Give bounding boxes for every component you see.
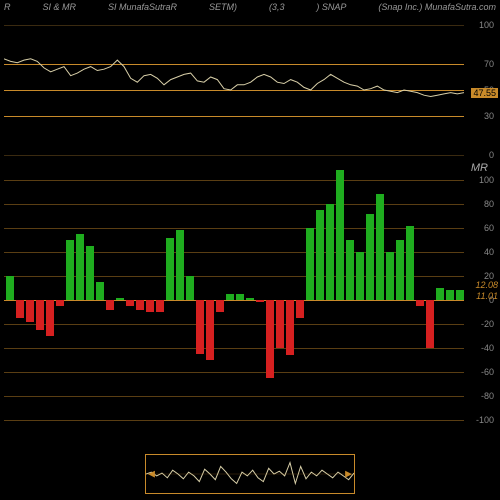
mr-bar [236, 294, 244, 300]
mr-bar [136, 300, 144, 310]
mr-bar [446, 290, 454, 300]
y-axis-label: -20 [481, 319, 494, 329]
mr-bar [316, 210, 324, 300]
mr-bar [276, 300, 284, 348]
mr-title: MR [471, 162, 488, 174]
mr-bar [66, 240, 74, 300]
mr-bar [116, 298, 124, 300]
hdr-center: (3,3 [269, 2, 285, 12]
y-axis-label: 40 [484, 247, 494, 257]
current-value-tag: 47.55 [471, 88, 498, 98]
mr-bar [286, 300, 294, 355]
mr-bar [46, 300, 54, 336]
mr-bar [406, 226, 414, 300]
mini-handle-left-icon[interactable]: ◀ [148, 469, 155, 480]
mr-bar [436, 288, 444, 300]
mr-bar [326, 204, 334, 300]
mr-bar [226, 294, 234, 300]
mr-bar [416, 300, 424, 306]
annot-value: 11.01 [476, 291, 498, 301]
gridline [4, 155, 464, 156]
y-axis-label: 0 [489, 150, 494, 160]
mr-bar [356, 252, 364, 300]
mr-bar [96, 282, 104, 300]
y-axis-label: -40 [481, 343, 494, 353]
y-axis-label: -100 [476, 415, 494, 425]
mr-bar [26, 300, 34, 322]
gridline [4, 228, 464, 229]
y-axis-label: -60 [481, 367, 494, 377]
mr-bar [176, 230, 184, 300]
mr-bar [126, 300, 134, 306]
mr-bar [266, 300, 274, 378]
hdr-r: R [4, 2, 11, 12]
mini-handle-right-icon[interactable]: ▶ [345, 469, 352, 480]
mr-bar [386, 252, 394, 300]
mr-bar [256, 300, 264, 302]
y-axis-label: 100 [479, 20, 494, 30]
gridline [4, 300, 464, 301]
mr-bar [336, 170, 344, 300]
mr-bar [376, 194, 384, 300]
mr-bar [156, 300, 164, 312]
mr-bar [16, 300, 24, 318]
y-axis-label: 100 [479, 175, 494, 185]
gridline [4, 348, 464, 349]
gridline [4, 420, 464, 421]
mr-bar [166, 238, 174, 300]
hdr-sutra: SI MunafaSutraR [108, 2, 177, 12]
mr-bar [396, 240, 404, 300]
y-axis-label: 80 [484, 199, 494, 209]
mr-bar [206, 300, 214, 360]
mr-bar [306, 228, 314, 300]
lower-mr-chart: MR-100-80-60-40-2002040608010012.0811.01 [4, 180, 464, 420]
mr-bar [186, 276, 194, 300]
hdr-symbol: ) SNAP [316, 2, 346, 12]
annot-value: 12.08 [475, 280, 498, 290]
hdr-setm: SETM) [209, 2, 237, 12]
mr-bar [456, 290, 464, 300]
mr-bar [196, 300, 204, 354]
mr-bar [296, 300, 304, 318]
y-axis-label: 30 [484, 111, 494, 121]
mr-bar [6, 276, 14, 300]
mr-bar [106, 300, 114, 310]
hdr-right: (Snap Inc.) MunafaSutra.com [378, 2, 496, 12]
mr-bar [86, 246, 94, 300]
header-bar: R SI & MR SI MunafaSutraR SETM) (3,3 ) S… [0, 0, 500, 14]
mr-bar [366, 214, 374, 300]
gridline [4, 372, 464, 373]
hdr-si-mr: SI & MR [42, 2, 76, 12]
mr-bar [56, 300, 64, 306]
gridline [4, 204, 464, 205]
y-axis-label: 60 [484, 223, 494, 233]
mr-bar [216, 300, 224, 312]
mr-bar [36, 300, 44, 330]
gridline [4, 180, 464, 181]
y-axis-label: -80 [481, 391, 494, 401]
mr-bar [146, 300, 154, 312]
mr-bar [346, 240, 354, 300]
upper-si-chart: 030507010047.55 [4, 25, 464, 155]
gridline [4, 396, 464, 397]
mr-bar [426, 300, 434, 348]
mini-overview-chart[interactable]: ◀ ▶ [145, 454, 355, 494]
mr-bar [76, 234, 84, 300]
gridline [4, 324, 464, 325]
y-axis-label: 70 [484, 59, 494, 69]
mr-bar [246, 298, 254, 300]
